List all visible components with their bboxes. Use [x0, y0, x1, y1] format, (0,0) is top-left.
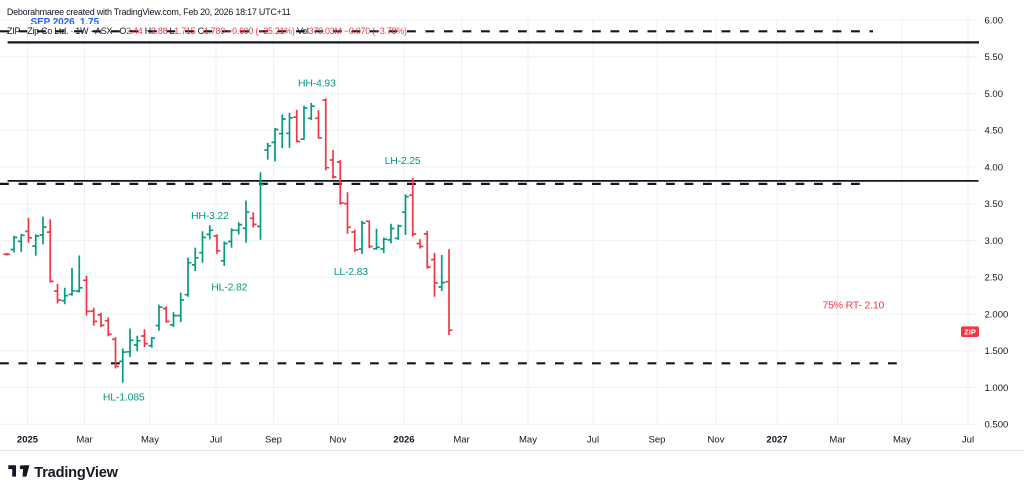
svg-text:5.50: 5.50 [985, 52, 1004, 63]
svg-text:4.50: 4.50 [985, 126, 1004, 137]
svg-text:Nov: Nov [708, 434, 725, 445]
svg-text:ZIP: ZIP [964, 327, 976, 336]
svg-text:Mar: Mar [76, 434, 92, 445]
svg-text:6.00: 6.00 [985, 15, 1004, 26]
svg-text:HL-2.82: HL-2.82 [211, 282, 247, 294]
svg-text:Sep: Sep [265, 434, 282, 445]
svg-text:Nov: Nov [330, 434, 347, 445]
svg-text:LH-2.25: LH-2.25 [385, 155, 421, 167]
svg-text:Sep: Sep [649, 434, 666, 445]
svg-text:2025: 2025 [17, 434, 39, 445]
svg-text:Mar: Mar [829, 434, 845, 445]
svg-text:2026: 2026 [393, 434, 414, 445]
svg-text:Jul: Jul [962, 434, 974, 445]
svg-text:2027: 2027 [766, 434, 787, 445]
svg-text:HH-4.93: HH-4.93 [298, 77, 336, 89]
svg-text:5.00: 5.00 [985, 89, 1004, 100]
svg-text:1.000: 1.000 [985, 383, 1009, 394]
svg-text:75% RT- 2.10: 75% RT- 2.10 [823, 300, 885, 312]
svg-text:4.00: 4.00 [985, 162, 1004, 173]
svg-text:May: May [141, 434, 159, 445]
svg-text:2.000: 2.000 [985, 309, 1009, 320]
svg-text:0.500: 0.500 [985, 420, 1009, 431]
svg-text:HL-1.085: HL-1.085 [103, 392, 145, 404]
svg-text:2.50: 2.50 [985, 273, 1004, 284]
svg-text:May: May [519, 434, 537, 445]
svg-text:May: May [893, 434, 911, 445]
svg-text:Jul: Jul [587, 434, 599, 445]
svg-text:1.500: 1.500 [985, 346, 1009, 357]
svg-text:3.00: 3.00 [985, 236, 1004, 247]
svg-text:TradingView: TradingView [34, 465, 118, 481]
svg-text:Mar: Mar [453, 434, 469, 445]
svg-text:Jul: Jul [210, 434, 222, 445]
svg-text:HH-3.22: HH-3.22 [191, 210, 229, 222]
svg-text:3.50: 3.50 [985, 199, 1004, 210]
svg-text:LL-2.83: LL-2.83 [334, 266, 369, 278]
